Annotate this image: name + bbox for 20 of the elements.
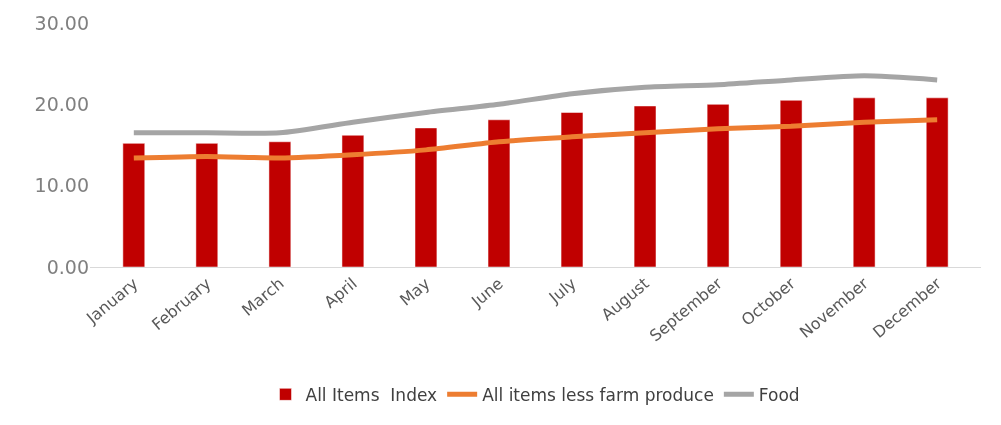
bar (487, 119, 511, 267)
bar (706, 104, 730, 267)
bar (852, 97, 876, 267)
bar (560, 112, 584, 267)
y-tick-label: 20.00 (34, 92, 89, 115)
y-tick-label: 0.00 (46, 255, 89, 278)
bar (268, 141, 292, 267)
legend-label: Food (758, 384, 800, 405)
legend-label: All Items Index (305, 384, 438, 405)
legend-label: All items less farm produce (482, 384, 714, 405)
bar (341, 134, 365, 267)
y-tick-label: 10.00 (34, 174, 89, 197)
bar (195, 143, 219, 267)
bar (633, 105, 657, 267)
bar (122, 143, 146, 267)
x-tick-label: May (396, 273, 434, 310)
y-tick-label: 30.00 (34, 11, 89, 34)
bar (414, 127, 438, 267)
bar (925, 97, 949, 267)
bar (779, 100, 803, 267)
